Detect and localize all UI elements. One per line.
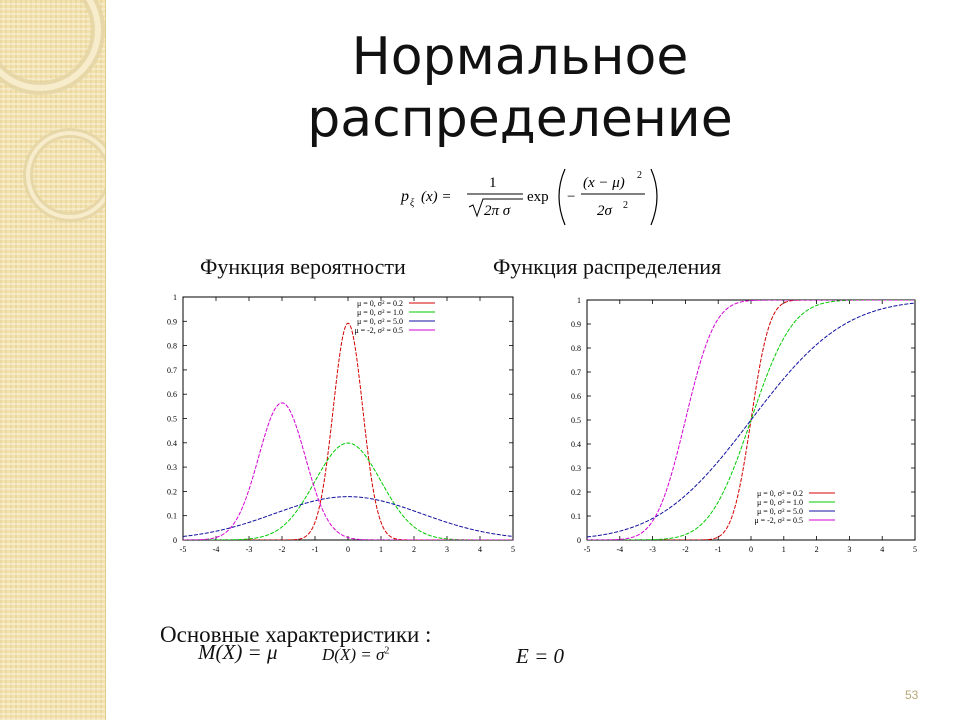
y-tick-label: 0.2 [571, 488, 581, 497]
y-tick-label: 0.3 [571, 464, 581, 473]
y-tick-label: 1 [173, 293, 177, 302]
y-tick-label: 0.5 [167, 415, 177, 424]
left-paren-icon [558, 168, 566, 226]
legend-entry: μ = 0, σ² = 5.0 [357, 317, 403, 326]
formula-inner-numerator: (x − μ) [583, 175, 625, 191]
title-line-1: Нормальное [351, 27, 689, 87]
pdf-chart: -5 -4 -3 -2 -1 0 1 2 3 4 5 0 0.1 0.2 0.3 0.4 0.5 0.6 0.7 0.… [167, 293, 515, 554]
y-tick-label: 0.5 [571, 416, 581, 425]
slide-title: Нормальное распределение [240, 26, 800, 150]
formula-lhs-sub: ξ [410, 198, 415, 209]
formula-numerator: 1 [489, 175, 497, 191]
y-tick-label: 0.8 [571, 344, 581, 353]
series-line-magenta [587, 300, 915, 540]
cdf-chart: -5 -4 -3 -2 -1 0 1 2 3 4 5 0 0.1 0.2 0.3 0.4 0.5 0.6 0.7 0.… [571, 296, 917, 554]
title-line-2: распределение [307, 89, 733, 149]
series-line-blue [183, 496, 513, 537]
series-line-magenta [183, 402, 513, 540]
x-tick-label: 1 [379, 545, 383, 554]
y-tick-label: 0.3 [167, 463, 177, 472]
y-tick-label: 0.6 [167, 390, 177, 399]
legend-entry: μ = 0, σ² = 1.0 [757, 498, 803, 507]
y-tick-label: 0.7 [167, 366, 177, 375]
y-tick-label: 0.9 [571, 320, 581, 329]
variance-formula: D(X) = σ2 [322, 645, 389, 665]
ring-ornament-icon [0, 0, 105, 222]
mean-formula: M(X) = μ [198, 640, 278, 664]
decorative-sidebar [0, 0, 106, 720]
x-tick-label: -2 [682, 545, 689, 554]
caption-pdf: Функция вероятности [200, 254, 406, 279]
series-line-green [587, 300, 915, 540]
y-tick-label: 0.7 [571, 368, 581, 377]
legend-entry: μ = 0, σ² = 0.2 [757, 489, 803, 498]
y-tick-label: 0.1 [571, 512, 581, 521]
x-tick-label: -2 [279, 545, 286, 554]
x-tick-label: -5 [584, 545, 591, 554]
y-tick-label: 0.4 [571, 440, 581, 449]
x-tick-label: -5 [180, 545, 187, 554]
formula-exp: exp [527, 189, 549, 205]
x-tick-label: 2 [412, 545, 416, 554]
legend-entry: μ = 0, σ² = 0.2 [357, 299, 403, 308]
y-tick-label: 1 [577, 296, 581, 305]
formula-lhs: p [400, 188, 409, 205]
x-tick-label: 0 [346, 545, 350, 554]
legend-entry: μ = 0, σ² = 5.0 [757, 507, 803, 516]
formula-denominator: 2π σ [484, 203, 511, 219]
slide-number: 53 [905, 688, 919, 702]
x-tick-label: 3 [445, 545, 449, 554]
sqrt-icon [468, 198, 523, 218]
x-tick-label: 0 [749, 545, 753, 554]
right-paren-icon [650, 168, 658, 226]
y-tick-label: 0 [577, 536, 581, 545]
x-tick-label: 1 [782, 545, 786, 554]
x-tick-label: -4 [213, 545, 220, 554]
formula-lhs-arg: (x) = [421, 189, 452, 205]
x-tick-label: -1 [715, 545, 722, 554]
y-tick-label: 0.6 [571, 392, 581, 401]
y-tick-label: 0.1 [167, 512, 177, 521]
series-line-blue [587, 302, 915, 538]
series-line-red [183, 322, 513, 540]
formula-inner-num-power: 2 [637, 170, 642, 181]
characteristics-label: Основные характеристики : [160, 622, 432, 647]
x-tick-label: 5 [913, 545, 917, 554]
x-tick-label: -1 [312, 545, 319, 554]
x-tick-label: 2 [815, 545, 819, 554]
x-tick-label: 5 [511, 545, 515, 554]
x-tick-label: -3 [246, 545, 253, 554]
legend-entry: μ = 0, σ² = 1.0 [357, 308, 403, 317]
x-tick-label: -4 [616, 545, 623, 554]
y-tick-label: 0.2 [167, 487, 177, 496]
y-tick-label: 0.4 [167, 439, 177, 448]
x-tick-label: 4 [880, 545, 884, 554]
series-line-green [183, 442, 513, 540]
x-tick-label: 4 [478, 545, 482, 554]
x-tick-label: 3 [847, 545, 851, 554]
kurtosis-formula: E = 0 [516, 644, 564, 668]
variance-power: 2 [384, 645, 390, 657]
density-formula: p ξ (x) = 1 2π σ exp − (x − μ) 2 2σ 2 [400, 168, 658, 226]
formula-inner-denominator: 2σ [597, 203, 613, 219]
x-tick-label: -3 [649, 545, 656, 554]
formula-minus: − [567, 189, 575, 205]
y-tick-label: 0.8 [167, 342, 177, 351]
legend-entry: μ = -2, σ² = 0.5 [354, 326, 403, 335]
plot-frame [182, 296, 514, 541]
y-tick-label: 0 [173, 536, 177, 545]
formula-inner-den-power: 2 [623, 200, 628, 211]
caption-cdf: Функция распределения [493, 254, 722, 279]
variance-formula-text: D(X) = σ [322, 645, 385, 664]
legend-entry: μ = -2, σ² = 0.5 [754, 516, 803, 525]
y-tick-label: 0.9 [167, 317, 177, 326]
